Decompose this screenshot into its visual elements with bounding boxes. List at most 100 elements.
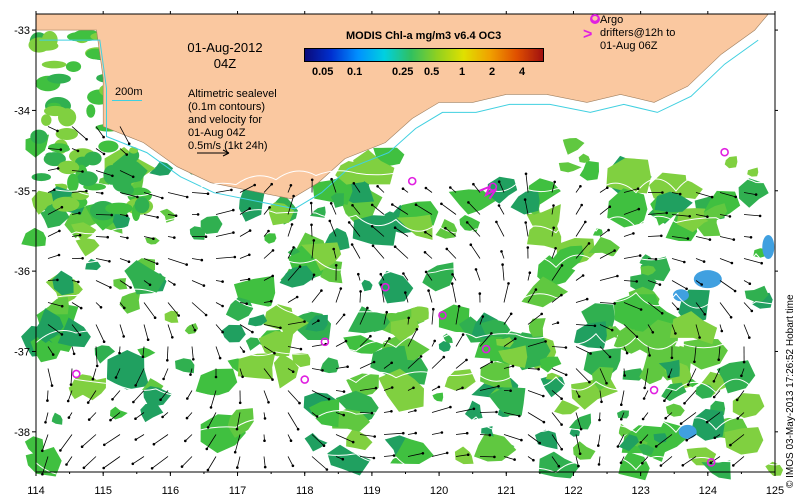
velocity-arrow bbox=[311, 240, 315, 259]
chl-patch bbox=[639, 352, 666, 385]
velocity-arrow-head bbox=[344, 339, 348, 343]
velocity-arrow-head bbox=[461, 333, 465, 336]
velocity-arrow bbox=[551, 248, 556, 259]
velocity-arrow bbox=[119, 148, 128, 155]
x-tick-label: 125 bbox=[766, 485, 784, 497]
velocity-arrow-head bbox=[80, 445, 84, 449]
velocity-arrow bbox=[575, 204, 583, 215]
velocity-arrow bbox=[470, 244, 481, 259]
argo-drifter bbox=[481, 344, 491, 354]
velocity-arrow-head bbox=[497, 204, 501, 207]
velocity-arrow-head bbox=[174, 214, 178, 217]
velocity-arrow bbox=[479, 434, 490, 436]
velocity-arrow bbox=[525, 173, 529, 193]
x-tick-label: 117 bbox=[229, 485, 247, 497]
velocity-arrow bbox=[71, 234, 81, 237]
sealevel-legend: Altimetric sealevel (0.1m contours) and … bbox=[188, 88, 277, 153]
velocity-arrow bbox=[167, 192, 188, 198]
x-tick-label: 121 bbox=[497, 485, 515, 497]
velocity-arrow bbox=[503, 313, 512, 325]
velocity-scale-arrow bbox=[197, 149, 230, 157]
velocity-arrow bbox=[687, 368, 697, 385]
chl-patch bbox=[24, 436, 44, 454]
chl-patch bbox=[47, 73, 71, 84]
velocity-arrow bbox=[95, 170, 113, 177]
velocity-arrow-head bbox=[404, 291, 407, 294]
chl-patch bbox=[716, 360, 756, 394]
velocity-arrow bbox=[655, 434, 673, 447]
velocity-arrow bbox=[575, 298, 588, 303]
velocity-arrow bbox=[263, 207, 270, 215]
velocity-arrow bbox=[743, 324, 750, 338]
velocity-arrow-head bbox=[474, 268, 478, 271]
velocity-arrow-head bbox=[584, 220, 587, 224]
velocity-arrow-head bbox=[493, 455, 496, 459]
x-tick-label: 114 bbox=[27, 485, 45, 497]
velocity-arrow bbox=[743, 302, 753, 312]
velocity-arrow-head bbox=[472, 182, 475, 186]
chl-patch bbox=[140, 403, 164, 423]
velocity-arrow bbox=[92, 368, 97, 380]
velocity-arrow-head bbox=[560, 397, 563, 401]
velocity-arrow-head bbox=[253, 183, 256, 187]
velocity-arrow bbox=[684, 390, 697, 404]
velocity-arrow-head bbox=[81, 170, 84, 173]
chl-patch bbox=[320, 357, 339, 374]
velocity-arrow bbox=[527, 272, 531, 281]
sealevel-contour bbox=[35, 410, 797, 437]
velocity-arrow-head bbox=[342, 390, 346, 393]
velocity-arrow-head bbox=[351, 440, 355, 444]
velocity-arrow-head bbox=[686, 237, 690, 240]
velocity-arrow-head bbox=[56, 129, 59, 133]
velocity-arrow-head bbox=[681, 464, 685, 467]
velocity-arrow bbox=[527, 289, 537, 303]
velocity-arrow-head bbox=[580, 203, 583, 207]
velocity-arrow-head bbox=[544, 340, 547, 343]
velocity-arrow-head bbox=[665, 211, 668, 215]
velocity-arrow-head bbox=[193, 328, 197, 332]
velocity-arrow bbox=[599, 250, 615, 259]
velocity-arrow-head bbox=[370, 203, 374, 207]
velocity-arrow bbox=[371, 204, 385, 215]
velocity-arrow-head bbox=[241, 375, 244, 379]
velocity-arrow bbox=[47, 230, 60, 237]
velocity-arrow-head bbox=[184, 439, 187, 443]
chl-patch bbox=[65, 61, 82, 72]
velocity-arrow-head bbox=[467, 201, 470, 204]
velocity-arrow bbox=[47, 279, 58, 281]
velocity-arrow-head bbox=[106, 235, 109, 239]
chl-patch bbox=[459, 215, 480, 232]
velocity-arrow-head bbox=[457, 304, 461, 308]
velocity-arrow bbox=[671, 324, 676, 334]
low-chl-patch bbox=[678, 424, 697, 439]
velocity-arrow-head bbox=[146, 338, 150, 342]
velocity-arrow bbox=[119, 280, 131, 288]
chl-patch bbox=[724, 156, 738, 169]
velocity-arrow bbox=[671, 236, 688, 239]
velocity-arrow bbox=[445, 227, 457, 237]
velocity-arrow bbox=[551, 412, 562, 425]
velocity-arrow-head bbox=[702, 260, 706, 263]
velocity-arrow-head bbox=[564, 373, 568, 377]
colorbar-tick-label: 2 bbox=[489, 66, 496, 78]
chl-patch bbox=[390, 316, 420, 342]
chl-patch bbox=[129, 147, 139, 154]
velocity-arrow-head bbox=[60, 304, 64, 308]
velocity-arrow-head bbox=[642, 397, 646, 400]
velocity-arrow bbox=[207, 456, 217, 471]
colorbar-tick-label: 0.05 bbox=[312, 66, 334, 78]
velocity-arrow bbox=[718, 346, 721, 360]
velocity-arrow bbox=[359, 291, 361, 303]
velocity-arrow-head bbox=[501, 263, 504, 266]
chl-patch bbox=[30, 129, 48, 144]
velocity-arrow-head bbox=[91, 377, 95, 381]
velocity-arrow bbox=[695, 236, 710, 240]
chl-patch bbox=[247, 314, 268, 327]
velocity-arrow bbox=[695, 324, 700, 338]
argo-line-2: drifters@12h to bbox=[600, 27, 676, 39]
y-tick-label: -34 bbox=[14, 105, 30, 117]
velocity-arrow bbox=[719, 302, 732, 318]
velocity-arrow bbox=[207, 412, 217, 428]
velocity-arrow-head bbox=[709, 461, 713, 465]
velocity-arrow-head bbox=[111, 174, 114, 178]
